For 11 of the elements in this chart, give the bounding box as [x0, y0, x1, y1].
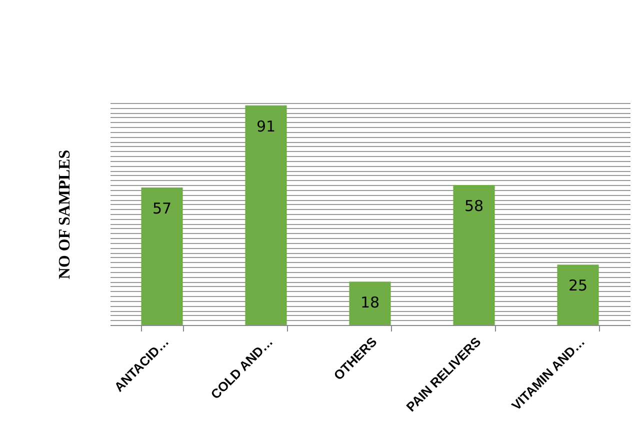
bar	[557, 264, 599, 325]
data-label: 57	[152, 199, 172, 218]
bar	[453, 185, 495, 325]
bar	[245, 105, 287, 325]
data-label: 58	[464, 197, 484, 216]
data-label: 25	[568, 276, 588, 295]
bar	[349, 282, 391, 325]
bar	[141, 187, 183, 325]
data-label: 18	[360, 294, 380, 312]
data-label: 91	[256, 117, 276, 136]
y-axis-title: NO OF SAMPLES	[56, 150, 74, 280]
